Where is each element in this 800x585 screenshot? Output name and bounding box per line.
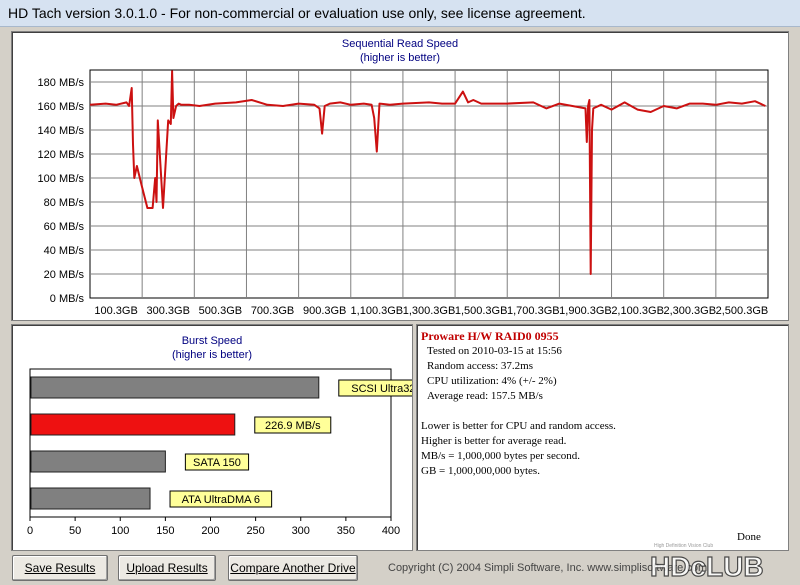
seq-x-tick-label: 1,900.3GB bbox=[559, 305, 612, 317]
burst-speed-panel: Burst Speed (higher is better) 0 50 100 150… bbox=[11, 324, 413, 551]
seq-subtitle: (higher is better) bbox=[359, 52, 441, 64]
burst-bar-reference bbox=[30, 450, 166, 473]
seq-y-tick-label: 140 MB/s bbox=[38, 125, 85, 137]
save-results-label: Save Results bbox=[24, 561, 96, 575]
seq-y-tick-label: 60 MB/s bbox=[44, 221, 85, 233]
sequential-read-chart: 0 MB/s 20 MB/s 40 MB/s 60 MB/s 80 MB/s 100 MB… bbox=[38, 69, 769, 317]
burst-bar-label-box bbox=[169, 490, 273, 508]
seq-plot-area bbox=[89, 69, 769, 299]
seq-x-tick-label: 1,700.3GB bbox=[507, 305, 560, 317]
logo-tagline: High Definition Vision Club bbox=[654, 543, 713, 549]
note-mbs-def: MB/s = 1,000,000 bytes per second. bbox=[421, 450, 580, 462]
seq-x-tick-label: 700.3GB bbox=[251, 305, 294, 317]
seq-title: Sequential Read Speed bbox=[341, 38, 459, 50]
burst-x-tick-label: 400 bbox=[382, 525, 400, 537]
average-read: Average read: 157.5 MB/s bbox=[427, 390, 543, 402]
seq-x-tick-label: 2,500.3GB bbox=[716, 305, 769, 317]
seq-x-tick-label: 500.3GB bbox=[199, 305, 242, 317]
seq-x-tick-label: 1,300.3GB bbox=[403, 305, 456, 317]
upload-results-button[interactable]: Upload Results bbox=[118, 555, 216, 581]
seq-y-tick-label: 180 MB/s bbox=[38, 77, 85, 89]
results-info-panel: Proware H/W RAID0 0955 Tested on 2010-03… bbox=[416, 324, 789, 551]
burst-x-tick-label: 200 bbox=[201, 525, 219, 537]
burst-x-tick-label: 250 bbox=[246, 525, 264, 537]
upload-results-label: Upload Results bbox=[126, 561, 208, 575]
burst-x-tick-label: 300 bbox=[292, 525, 310, 537]
seq-x-tick-label: 900.3GB bbox=[303, 305, 346, 317]
seq-y-tick-label: 80 MB/s bbox=[44, 197, 85, 209]
burst-bar-reference bbox=[30, 487, 151, 510]
burst-bar-label-box bbox=[254, 416, 332, 434]
burst-x-tick-label: 50 bbox=[69, 525, 81, 537]
logo-wordmark: HDcLUB bbox=[650, 551, 764, 582]
burst-x-tick-label: 350 bbox=[337, 525, 355, 537]
seq-x-tick-label: 2,100.3GB bbox=[611, 305, 664, 317]
burst-x-tick-label: 100 bbox=[111, 525, 129, 537]
burst-bar-reference bbox=[30, 376, 320, 399]
note-gb-def: GB = 1,000,000,000 bytes. bbox=[421, 465, 540, 477]
compare-drive-button[interactable]: Compare Another Drive bbox=[228, 555, 358, 581]
burst-x-tick-label: 0 bbox=[27, 525, 33, 537]
seq-y-tick-label: 40 MB/s bbox=[44, 245, 85, 257]
seq-y-tick-label: 0 MB/s bbox=[50, 293, 85, 305]
burst-bar-label: SCSI Ultra320 bbox=[351, 383, 412, 395]
drive-name: Proware H/W RAID0 0955 bbox=[421, 329, 559, 343]
seq-y-tick-label: 160 MB/s bbox=[38, 101, 85, 113]
seq-read-series-line bbox=[89, 70, 766, 275]
burst-bar-label: 226.9 MB/s bbox=[265, 420, 321, 432]
seq-x-tick-label: 100.3GB bbox=[94, 305, 137, 317]
burst-bar-current bbox=[30, 413, 236, 436]
note-lower-better: Lower is better for CPU and random acces… bbox=[421, 420, 616, 432]
random-access: Random access: 37.2ms bbox=[427, 360, 534, 372]
burst-bar-label: ATA UltraDMA 6 bbox=[182, 494, 260, 506]
burst-bar-label: SATA 150 bbox=[193, 457, 241, 469]
seq-y-tick-label: 100 MB/s bbox=[38, 173, 85, 185]
seq-x-tick-label: 1,500.3GB bbox=[455, 305, 508, 317]
seq-x-tick-label: 1,100.3GB bbox=[351, 305, 404, 317]
seq-y-tick-label: 120 MB/s bbox=[38, 149, 85, 161]
burst-bar-label-box bbox=[338, 379, 412, 397]
seq-x-tick-label: 2,300.3GB bbox=[663, 305, 716, 317]
cpu-utilization: CPU utilization: 4% (+/- 2%) bbox=[427, 375, 557, 387]
burst-speed-chart: 0 50 100 150 200 250 300 350 400 SCSI Ultra320 226… bbox=[27, 368, 412, 537]
hdclub-logo: High Definition Vision Club HDcLUB bbox=[649, 543, 764, 583]
burst-title: Burst Speed bbox=[181, 335, 243, 347]
seq-y-tick-label: 20 MB/s bbox=[44, 269, 85, 281]
done-label: Done bbox=[737, 531, 761, 543]
sequential-read-panel: Sequential Read Speed (higher is better)… bbox=[11, 31, 789, 321]
note-higher-better: Higher is better for average read. bbox=[421, 435, 567, 447]
seq-x-tick-label: 300.3GB bbox=[147, 305, 190, 317]
compare-drive-label: Compare Another Drive bbox=[230, 561, 356, 575]
copyright-text: Copyright (C) 2004 Simpli Software, Inc.… bbox=[388, 562, 708, 574]
tested-date: Tested on 2010-03-15 at 15:56 bbox=[427, 345, 562, 357]
burst-x-tick-label: 150 bbox=[156, 525, 174, 537]
save-results-button[interactable]: Save Results bbox=[12, 555, 108, 581]
window-title: HD Tach version 3.0.1.0 - For non-commer… bbox=[8, 5, 586, 21]
title-bar: HD Tach version 3.0.1.0 - For non-commer… bbox=[0, 0, 800, 27]
burst-subtitle: (higher is better) bbox=[171, 349, 253, 361]
burst-bar-label-box bbox=[184, 453, 250, 471]
